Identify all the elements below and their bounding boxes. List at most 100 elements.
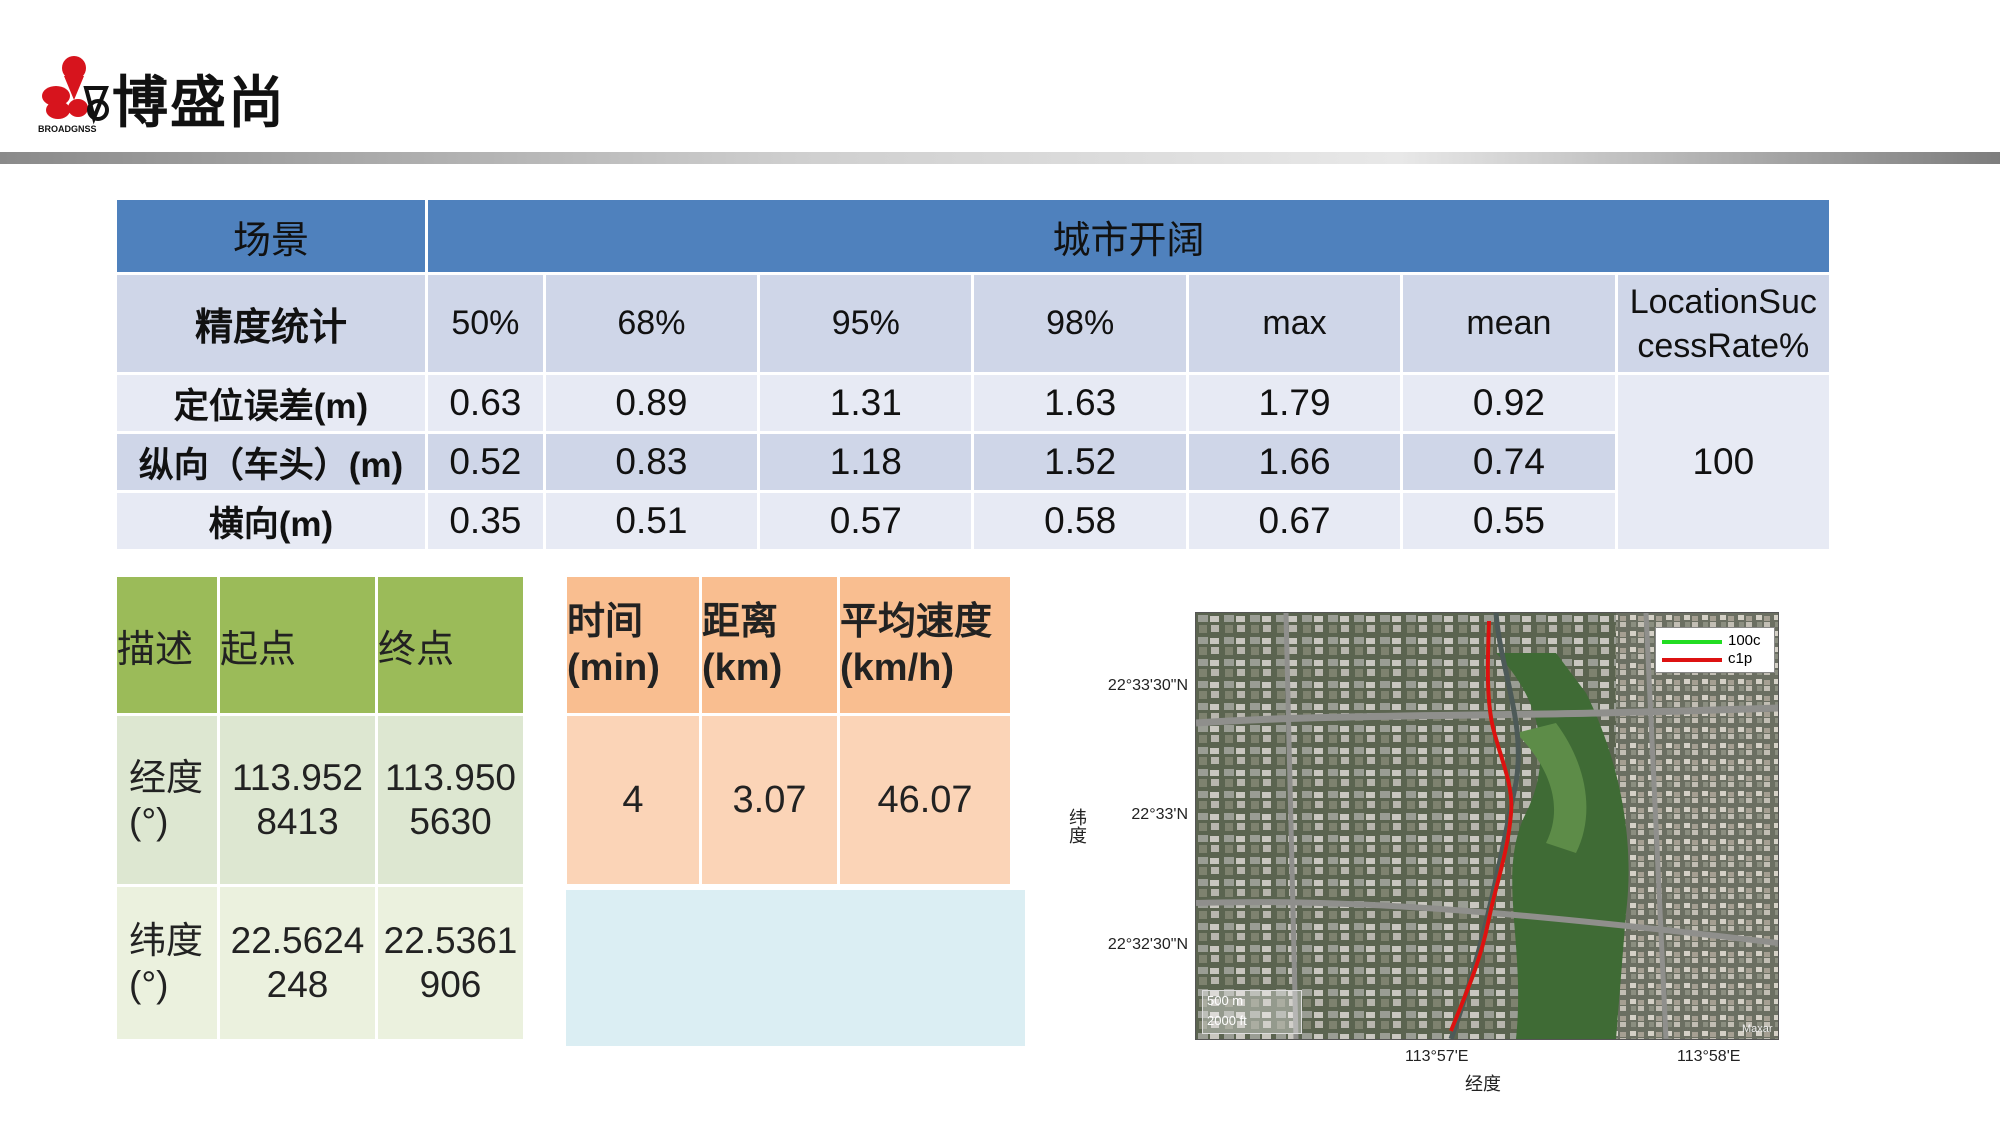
scene-value: 城市开阔 — [428, 200, 1829, 272]
value-line: 248 — [266, 964, 329, 1005]
table-row: 描述 起点 终点 — [117, 577, 523, 713]
value-line: 5630 — [409, 801, 492, 842]
route-table: 描述 起点 终点 经度 (°) 113.952 8413 113.950 563… — [114, 574, 526, 1042]
slide-header: BROADGNSS 博盛尚 — [0, 0, 2000, 164]
scale-meters: 500 m — [1207, 993, 1244, 1008]
table-cell: 0.89 — [545, 375, 758, 431]
column-header: 时间 (min) — [567, 577, 699, 713]
table-row: 时间 (min) 距离 (km) 平均速度 (km/h) — [567, 577, 1010, 713]
stat-label: 精度统计 — [117, 275, 425, 372]
column-header: 平均速度 (km/h) — [840, 577, 1010, 713]
column-header: 95% — [760, 275, 972, 372]
table-cell: 1.66 — [1188, 434, 1401, 490]
legend-swatch — [1662, 640, 1722, 644]
value-line: 113.952 — [232, 757, 363, 798]
row-label: 经度 (°) — [117, 716, 217, 884]
trajectory-c1p — [1449, 620, 1514, 1032]
end-longitude: 113.950 5630 — [378, 716, 523, 884]
table-row: 纬度 (°) 22.5624 248 22.5361 906 — [117, 887, 523, 1039]
success-rate-header: LocationSuc cessRate% — [1617, 275, 1829, 372]
trajectory-map — [1195, 612, 1779, 1040]
summary-empty-panel — [566, 890, 1025, 1046]
header-line: 平均速度 — [840, 601, 993, 643]
speed-value: 46.07 — [840, 716, 1010, 884]
column-header: 终点 — [378, 577, 523, 713]
success-rate-header-line2: cessRate% — [1637, 326, 1810, 365]
row-label: 横向(m) — [117, 493, 425, 549]
column-header: max — [1188, 275, 1401, 372]
y-tick-label: 22°33'30"N — [1107, 677, 1188, 694]
value-line: 22.5361 — [383, 920, 518, 961]
scale-feet: 2000 ft — [1207, 1013, 1247, 1028]
table-row: 定位误差(m) 0.63 0.89 1.31 1.63 1.79 0.92 10… — [117, 375, 1829, 549]
scene-label: 场景 — [117, 200, 425, 272]
start-latitude: 22.5624 248 — [220, 887, 375, 1039]
header-line: 距离 — [702, 601, 779, 643]
column-header: 68% — [545, 275, 758, 372]
success-rate-value: 100 — [1617, 375, 1829, 549]
brand-name: 博盛尚 — [112, 71, 286, 134]
column-header: 50% — [428, 275, 543, 372]
row-label: 纵向（车头）(m) — [117, 434, 425, 490]
accuracy-table: 场景 城市开阔 精度统计 50% 68% 95% 98% max mean Lo… — [114, 197, 1832, 552]
table-cell: 0.92 — [1403, 375, 1615, 431]
start-longitude: 113.952 8413 — [220, 716, 375, 884]
column-header: 描述 — [117, 577, 217, 713]
map-legend: 100c c1p — [1655, 627, 1775, 673]
column-header: mean — [1403, 275, 1615, 372]
value-line: 8413 — [256, 801, 339, 842]
header-line: (km) — [702, 647, 783, 689]
table-cell: 1.63 — [974, 375, 1186, 431]
header-line: (km/h) — [840, 647, 954, 689]
table-cell: 0.63 — [428, 375, 543, 431]
row-label: 定位误差(m) — [117, 375, 425, 431]
map-scale-bar: 500 m 2000 ft — [1202, 990, 1302, 1034]
table-row: 横向(m) 0.35 0.51 0.57 0.58 0.67 0.55 — [117, 493, 1829, 549]
x-tick-label: 113°57'E — [1405, 1048, 1469, 1065]
label-line: 纬度 — [129, 920, 203, 961]
table-cell: 0.83 — [545, 434, 758, 490]
table-cell: 0.55 — [1403, 493, 1615, 549]
success-rate-header-line1: LocationSuc — [1629, 282, 1817, 321]
table-cell: 0.74 — [1403, 434, 1615, 490]
table-cell: 0.67 — [1188, 493, 1401, 549]
y-axis-label: 纬度 — [1067, 808, 1087, 844]
trajectory-100c — [1449, 620, 1514, 1032]
broadgnss-logo: BROADGNSS — [38, 56, 109, 134]
y-tick-label: 22°33'N — [1131, 806, 1188, 823]
trajectory-overlay — [1449, 620, 1514, 1032]
table-cell: 1.52 — [974, 434, 1186, 490]
table-row: 经度 (°) 113.952 8413 113.950 5630 — [117, 716, 523, 884]
row-label: 纬度 (°) — [117, 887, 217, 1039]
header-line: (min) — [567, 647, 660, 689]
x-axis-label: 经度 — [1465, 1074, 1501, 1094]
legend-label: c1p — [1728, 650, 1753, 667]
column-header: 距离 (km) — [702, 577, 837, 713]
table-cell: 0.51 — [545, 493, 758, 549]
column-header: 98% — [974, 275, 1186, 372]
table-row: 场景 城市开阔 — [117, 200, 1829, 272]
satellite-image — [1196, 613, 1778, 1039]
table-row: 纵向（车头）(m) 0.52 0.83 1.18 1.52 1.66 0.74 — [117, 434, 1829, 490]
y-tick-label: 22°32'30"N — [1107, 936, 1188, 953]
table-row: 4 3.07 46.07 — [567, 716, 1010, 884]
end-latitude: 22.5361 906 — [378, 887, 523, 1039]
table-cell: 0.58 — [974, 493, 1186, 549]
time-value: 4 — [567, 716, 699, 884]
table-cell: 1.79 — [1188, 375, 1401, 431]
column-header: 起点 — [220, 577, 375, 713]
label-line: 经度 — [129, 757, 203, 798]
label-line: (°) — [129, 801, 169, 842]
legend-label: 100c — [1728, 632, 1761, 649]
value-line: 906 — [419, 964, 482, 1005]
table-cell: 0.57 — [760, 493, 972, 549]
value-line: 113.950 — [385, 757, 516, 798]
legend-item: 100c — [1662, 632, 1772, 650]
legend-item: c1p — [1662, 650, 1772, 668]
legend-swatch — [1662, 658, 1722, 662]
header-divider — [0, 152, 2000, 164]
svg-text:BROADGNSS: BROADGNSS — [38, 124, 97, 134]
x-tick-label: 113°58'E — [1677, 1048, 1741, 1065]
table-cell: 1.31 — [760, 375, 972, 431]
table-row: 精度统计 50% 68% 95% 98% max mean LocationSu… — [117, 275, 1829, 372]
